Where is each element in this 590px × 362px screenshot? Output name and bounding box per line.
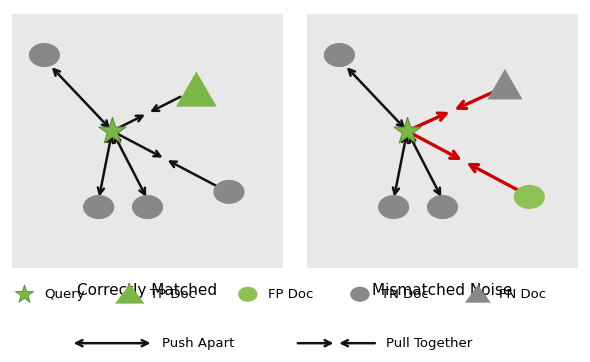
Ellipse shape	[324, 43, 355, 67]
Polygon shape	[115, 284, 145, 304]
Text: Correctly Matched: Correctly Matched	[77, 283, 218, 298]
Text: Mismatched Noise: Mismatched Noise	[372, 283, 513, 298]
Polygon shape	[465, 285, 491, 303]
Text: TN Doc: TN Doc	[381, 288, 428, 301]
Point	[107, 128, 117, 134]
Ellipse shape	[238, 287, 257, 302]
Text: Push Apart: Push Apart	[162, 337, 235, 350]
Ellipse shape	[350, 287, 369, 302]
Ellipse shape	[29, 43, 60, 67]
Polygon shape	[487, 69, 523, 100]
Text: FN Doc: FN Doc	[499, 288, 546, 301]
Ellipse shape	[514, 185, 545, 209]
Ellipse shape	[83, 195, 114, 219]
Point	[402, 128, 412, 134]
Text: TP Doc: TP Doc	[150, 288, 196, 301]
Ellipse shape	[427, 195, 458, 219]
Text: Pull Together: Pull Together	[386, 337, 473, 350]
Text: Query: Query	[44, 288, 85, 301]
Ellipse shape	[378, 195, 409, 219]
Polygon shape	[176, 72, 217, 107]
Point	[19, 291, 28, 297]
Text: FP Doc: FP Doc	[268, 288, 314, 301]
Ellipse shape	[214, 180, 244, 204]
Ellipse shape	[132, 195, 163, 219]
